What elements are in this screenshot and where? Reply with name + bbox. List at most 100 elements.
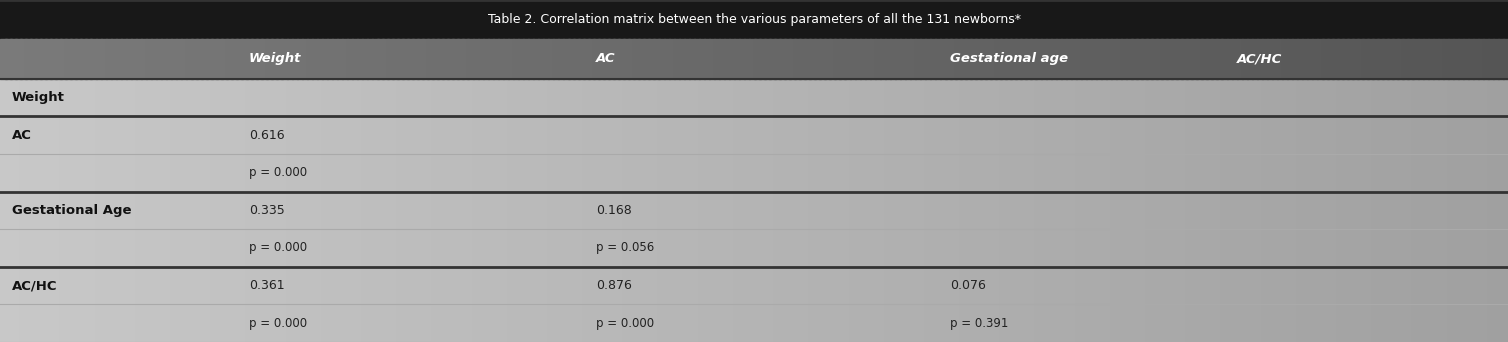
Bar: [1066, 267, 1072, 304]
Bar: [784, 154, 790, 192]
Bar: [347, 229, 353, 267]
Bar: [271, 229, 277, 267]
Bar: [593, 116, 600, 154]
Bar: [618, 192, 624, 229]
Bar: [961, 304, 967, 342]
Bar: [1387, 39, 1393, 79]
Bar: [56, 79, 62, 116]
Bar: [1006, 192, 1012, 229]
Bar: [1262, 79, 1268, 116]
Bar: [774, 192, 781, 229]
Bar: [216, 116, 223, 154]
Bar: [593, 229, 600, 267]
Bar: [437, 154, 443, 192]
Bar: [780, 229, 786, 267]
Bar: [584, 304, 590, 342]
Bar: [528, 116, 534, 154]
Bar: [1368, 267, 1374, 304]
Bar: [668, 304, 676, 342]
Bar: [437, 79, 443, 116]
Bar: [261, 229, 268, 267]
Bar: [1286, 79, 1294, 116]
Bar: [1368, 39, 1374, 79]
Bar: [1478, 79, 1484, 116]
Bar: [1398, 116, 1404, 154]
Bar: [1433, 154, 1439, 192]
Bar: [1066, 116, 1072, 154]
Bar: [573, 267, 579, 304]
Bar: [1387, 304, 1393, 342]
Bar: [719, 116, 725, 154]
Bar: [508, 304, 514, 342]
Bar: [146, 267, 152, 304]
Bar: [1237, 192, 1243, 229]
Bar: [50, 267, 57, 304]
Bar: [151, 79, 157, 116]
Bar: [1422, 192, 1430, 229]
Bar: [614, 154, 620, 192]
Bar: [467, 229, 474, 267]
Bar: [578, 39, 585, 79]
Bar: [487, 229, 495, 267]
Bar: [1025, 229, 1031, 267]
Bar: [743, 192, 751, 229]
Bar: [256, 116, 262, 154]
Bar: [140, 39, 148, 79]
Bar: [810, 192, 816, 229]
Bar: [1377, 116, 1384, 154]
Bar: [1372, 229, 1378, 267]
Bar: [870, 267, 876, 304]
Bar: [799, 39, 805, 79]
Bar: [60, 304, 66, 342]
Bar: [547, 192, 555, 229]
Bar: [95, 192, 103, 229]
Bar: [1387, 79, 1393, 116]
Bar: [834, 39, 841, 79]
Bar: [131, 267, 137, 304]
Bar: [246, 267, 253, 304]
Bar: [472, 39, 480, 79]
Bar: [713, 229, 721, 267]
Bar: [1181, 39, 1188, 79]
Bar: [1271, 79, 1279, 116]
Bar: [1277, 154, 1283, 192]
Bar: [347, 79, 353, 116]
Bar: [1237, 116, 1243, 154]
Bar: [860, 154, 866, 192]
Bar: [155, 267, 163, 304]
Bar: [487, 267, 495, 304]
Bar: [1307, 154, 1313, 192]
Bar: [855, 267, 861, 304]
Bar: [1090, 267, 1098, 304]
Bar: [125, 154, 133, 192]
Bar: [20, 116, 27, 154]
Bar: [961, 229, 967, 267]
Bar: [1226, 192, 1234, 229]
Bar: [558, 154, 564, 192]
Bar: [829, 267, 835, 304]
Bar: [819, 154, 826, 192]
Bar: [1142, 154, 1148, 192]
Bar: [860, 267, 866, 304]
Bar: [237, 79, 243, 116]
Bar: [1256, 304, 1264, 342]
Bar: [593, 79, 600, 116]
Bar: [1166, 116, 1173, 154]
Bar: [608, 154, 615, 192]
Bar: [1116, 39, 1122, 79]
Bar: [136, 154, 142, 192]
Bar: [1497, 79, 1505, 116]
Bar: [664, 229, 670, 267]
Bar: [879, 116, 887, 154]
Bar: [754, 39, 760, 79]
Bar: [267, 229, 273, 267]
Bar: [433, 154, 439, 192]
Bar: [759, 116, 766, 154]
Bar: [151, 154, 157, 192]
Bar: [1086, 154, 1092, 192]
Bar: [306, 39, 314, 79]
Bar: [1286, 304, 1294, 342]
Bar: [939, 154, 947, 192]
Bar: [1060, 229, 1068, 267]
Bar: [351, 192, 359, 229]
